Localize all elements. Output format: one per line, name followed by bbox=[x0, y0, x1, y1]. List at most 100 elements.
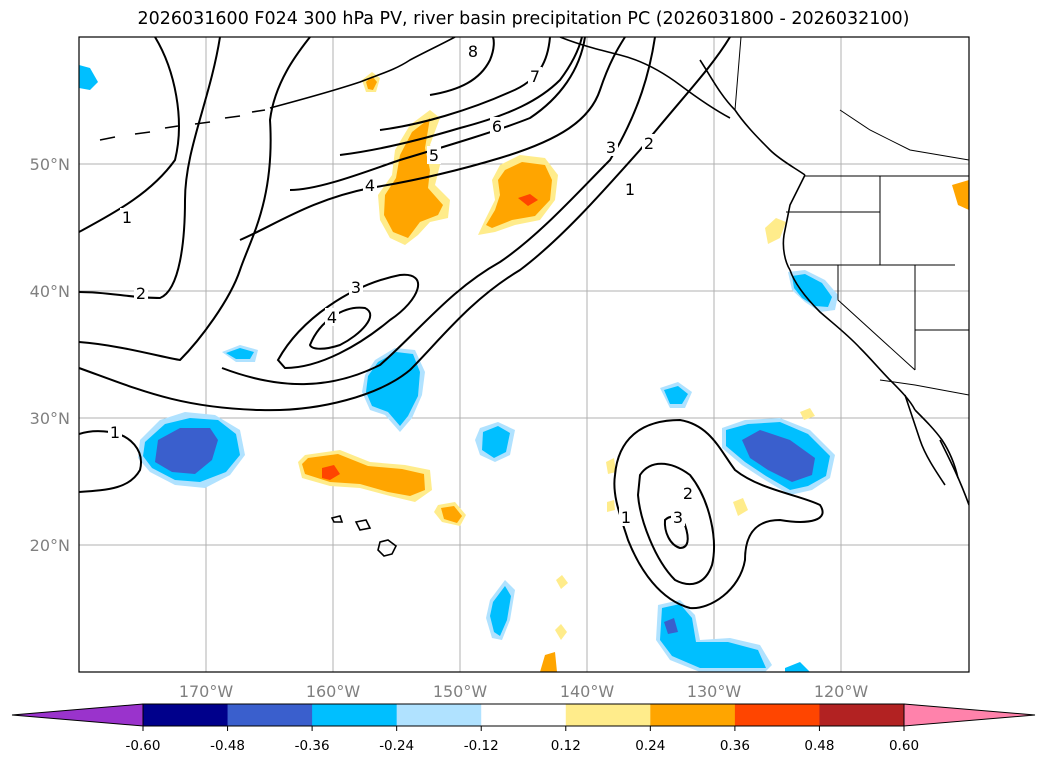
precip-negative-hawaii-ne-core bbox=[482, 426, 510, 458]
pv-label-2-west: 2 bbox=[136, 284, 146, 303]
colorbar-ticks: -0.60 -0.48 -0.36 -0.24 -0.12 0.12 0.24 0.36 0.4… bbox=[126, 726, 919, 754]
precip-positive-regions bbox=[298, 72, 969, 672]
colorbar-segment bbox=[734, 704, 820, 726]
pv-label-3-east-pacific: 3 bbox=[673, 508, 683, 527]
pv-contour-4-upper bbox=[239, 37, 626, 241]
colorbar-segment bbox=[819, 704, 905, 726]
border-canada-alaska bbox=[734, 37, 742, 111]
coastlines bbox=[99, 37, 969, 557]
precip-negative-south-2-core bbox=[660, 604, 766, 668]
precip-positive-small-6 bbox=[555, 624, 567, 640]
map-frame bbox=[78, 36, 970, 673]
lon-label-170w: 170°W bbox=[179, 682, 234, 701]
precip-positive-small-1 bbox=[800, 408, 815, 420]
border-us-mexico bbox=[879, 379, 969, 396]
pv-label-1-east: 1 bbox=[625, 180, 635, 199]
lon-label-150w: 150°W bbox=[433, 682, 488, 701]
pv-label-7: 7 bbox=[530, 67, 540, 86]
precip-positive-small-4 bbox=[607, 500, 615, 512]
coast-bc-panhandle bbox=[699, 59, 806, 176]
pv-contour-labels: 1 2 3 4 4 5 6 7 8 3 2 bbox=[108, 42, 695, 527]
colorbar-segment bbox=[312, 704, 398, 726]
lat-label-30n: 30°N bbox=[30, 409, 70, 428]
colorbar-segments bbox=[143, 704, 905, 726]
precip-negative-baja-offshore-peak bbox=[742, 430, 815, 482]
longitude-labels: 170°W 160°W 150°W 140°W 130°W 120°W bbox=[179, 682, 869, 701]
colorbar-frame bbox=[142, 703, 905, 727]
colorbar-segment bbox=[143, 704, 229, 726]
coast-baja bbox=[904, 394, 959, 486]
precip-positive-hawaii-east-core bbox=[441, 506, 462, 523]
coast-california bbox=[789, 269, 916, 411]
precip-positive-hawaii-north-core bbox=[302, 454, 425, 496]
border-state-ca-nv bbox=[837, 265, 916, 371]
precip-negative-mid-pacific-core bbox=[664, 386, 688, 404]
coast-alaska-south bbox=[559, 37, 731, 119]
pv-contour-3-mid bbox=[221, 37, 656, 386]
precip-negative-california-coast-core bbox=[792, 274, 832, 307]
colorbar-tick-label: -0.60 bbox=[126, 738, 161, 754]
lat-label-50n: 50°N bbox=[30, 155, 70, 174]
pv-label-4-loop: 4 bbox=[327, 308, 337, 327]
pv-label-4-upper: 4 bbox=[365, 176, 375, 195]
lat-label-20n: 20°N bbox=[30, 536, 70, 555]
precip-negative-south-2-peak bbox=[664, 618, 678, 634]
colorbar-segment bbox=[565, 704, 651, 726]
colorbar-segment bbox=[227, 704, 313, 726]
precip-positive-washington-east bbox=[952, 180, 969, 210]
precip-positive-alaska-coast-core bbox=[366, 76, 377, 90]
political-borders bbox=[734, 37, 969, 396]
pv-contour-6 bbox=[339, 37, 583, 156]
lon-label-120w: 120°W bbox=[814, 682, 869, 701]
pv-label-1-subtropical: 1 bbox=[110, 423, 120, 442]
lat-label-40n: 40°N bbox=[30, 282, 70, 301]
colorbar: -0.60 -0.48 -0.36 -0.24 -0.12 0.12 0.24 0.36 0.4… bbox=[11, 703, 1036, 754]
colorbar-segment bbox=[650, 704, 736, 726]
colorbar-segment bbox=[396, 704, 482, 726]
pv-label-5: 5 bbox=[429, 146, 439, 165]
precip-positive-small-2 bbox=[733, 498, 748, 516]
colorbar-extend-max bbox=[903, 703, 1036, 727]
border-bc-inland bbox=[839, 109, 969, 161]
colorbar-extend-min bbox=[11, 703, 144, 727]
colorbar-tick-label: 0.36 bbox=[720, 738, 750, 754]
precip-negative-small-west-core bbox=[226, 348, 254, 359]
precip-positive-hawaii-north-peak bbox=[322, 465, 340, 480]
colorbar-tick-label: -0.12 bbox=[464, 738, 499, 754]
precip-positive-small-5 bbox=[556, 575, 568, 589]
pv-label-8: 8 bbox=[468, 42, 478, 61]
colorbar-segment bbox=[481, 704, 567, 726]
coast-mexico bbox=[939, 439, 969, 506]
pv-contour-1-east-pacific bbox=[613, 418, 824, 610]
colorbar-tick-label: 0.24 bbox=[635, 738, 665, 754]
latitude-labels: 20°N 30°N 40°N 50°N bbox=[30, 155, 70, 555]
lon-label-140w: 140°W bbox=[560, 682, 615, 701]
pv-label-1-east-pacific: 1 bbox=[621, 508, 631, 527]
lon-label-160w: 160°W bbox=[306, 682, 361, 701]
pv-contour-5 bbox=[289, 37, 586, 191]
pv-label-6: 6 bbox=[492, 117, 502, 136]
precip-negative-se-corner bbox=[785, 662, 810, 672]
lon-label-130w: 130°W bbox=[687, 682, 742, 701]
precip-positive-oregon-coast bbox=[765, 218, 786, 244]
pv-contour-2-east-pacific bbox=[636, 462, 715, 586]
precip-positive-small-3 bbox=[606, 458, 616, 474]
precip-positive-small-7 bbox=[540, 652, 557, 672]
pv-label-2-east: 2 bbox=[644, 134, 654, 153]
colorbar-tick-label: 0.48 bbox=[804, 738, 834, 754]
pv-contour-7 bbox=[379, 37, 551, 131]
precip-negative-south-1-core bbox=[490, 586, 511, 636]
precip-positive-gulf-alaska-west-core bbox=[384, 118, 443, 238]
pv-contour-2-loop bbox=[79, 37, 311, 362]
pv-contour-1-subtropical-west bbox=[79, 430, 142, 493]
pv-label-3-mid: 3 bbox=[351, 278, 361, 297]
pv-contour-2-west bbox=[79, 37, 221, 300]
precip-negative-regions bbox=[79, 65, 838, 672]
precip-negative-central-pacific-core bbox=[366, 352, 420, 426]
pv-label-2-east-pacific: 2 bbox=[683, 484, 693, 503]
colorbar-tick-label: -0.24 bbox=[379, 738, 414, 754]
colorbar-tick-label: 0.12 bbox=[551, 738, 581, 754]
coast-alaska-peninsula bbox=[269, 37, 456, 109]
